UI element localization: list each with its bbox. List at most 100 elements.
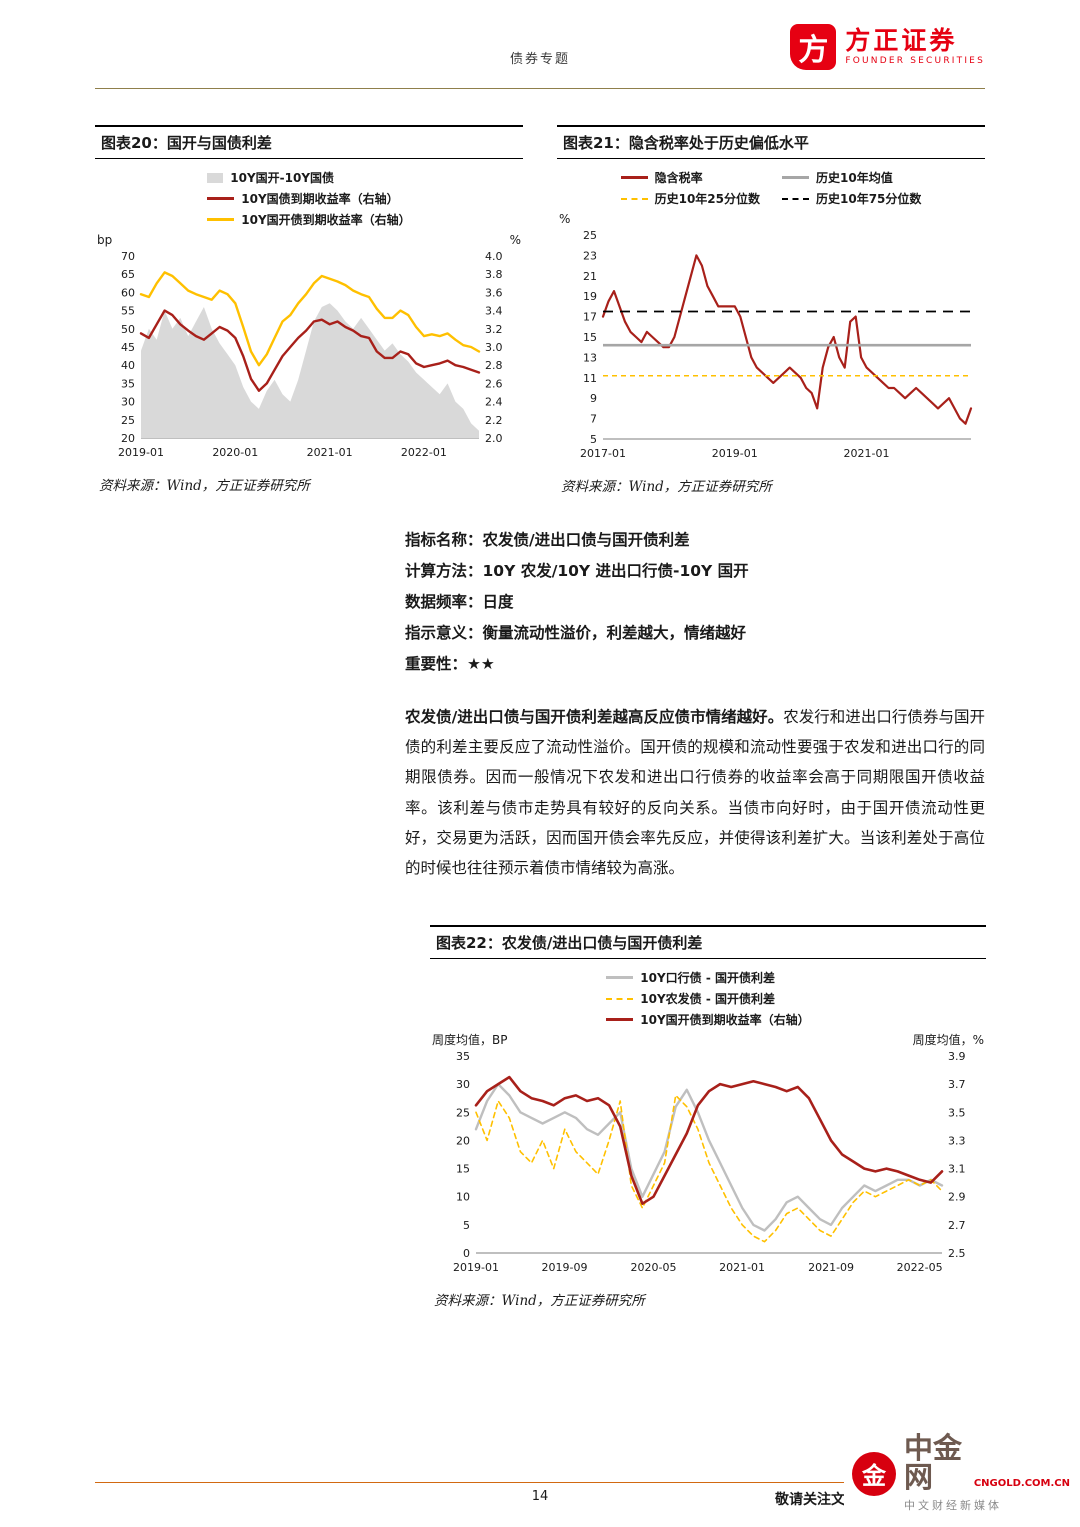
figure20-legend: 10Y国开-10Y国债 10Y国债到期收益率（右轴） 10Y国开债到期收益率（右轴） [95,169,523,228]
right-axis-label: 周度均值，% [913,1032,984,1047]
series-line [474,1082,944,1232]
y-axis-tick: 70 [121,250,135,263]
y-axis-tick: 3.9 [948,1050,966,1063]
report-section-title: 债券专题 [509,52,570,67]
y-axis-tick: 25 [456,1106,470,1119]
y-axis-tick: 11 [583,372,597,385]
x-axis-tick: 2021-01 [307,446,353,459]
y-axis-tick: 5 [463,1219,470,1232]
figure22-title: 图表22：农发债/进出口债与国开债利差 [430,925,986,959]
x-axis-tick: 2019-01 [118,446,164,459]
y-axis-tick: 15 [583,331,597,344]
y-axis-tick: 30 [456,1078,470,1091]
y-axis-tick: 19 [583,290,597,303]
indicator-label: 重要性： [405,655,468,673]
cngold-logo-icon: 金 [852,1451,896,1496]
cngold-tagline: 中文财经新媒体 [904,1499,1002,1512]
figure-20: 图表20：国开与国债利差 10Y国开-10Y国债 10Y国债到期收益率（右轴） 10… [95,125,523,494]
y-axis-tick: 2.7 [948,1219,966,1232]
y-axis-tick: 3.0 [485,341,503,354]
figure21-chart: 25 23 21 19 17 15 13 11 9 7 5% 2017-01 2019-01 2021-0… [557,211,985,463]
series-line [475,1094,943,1243]
figure21-source: 资料来源：Wind，方正证券研究所 [561,479,772,495]
y-axis-tick: 13 [583,351,597,364]
x-axis-tick: 2020-01 [212,446,258,459]
legend-swatch-icon [782,176,809,179]
indicator-block: 指标名称：农发债/进出口债与国开债利差 计算方法：10Y 农发/10Y 进出口行… [405,525,985,680]
legend-item: 10Y农发债 - 国开债利差 [606,990,809,1007]
y-axis-tick: 35 [456,1050,470,1063]
legend-label: 10Y国债到期收益率（右轴） [241,192,399,206]
y-axis-tick: 20 [456,1134,470,1147]
figure22-source: 资料来源：Wind，方正证券研究所 [434,1293,645,1309]
y-axis-tick: 0 [463,1247,470,1260]
y-axis-tick: 7 [590,413,597,426]
y-axis-tick: 10 [456,1191,470,1204]
y-axis-tick: 3.4 [485,305,503,318]
x-axis-tick: 2022-01 [401,446,447,459]
legend-label: 历史10年25分位数 [654,192,760,206]
legend: 10Y口行债 - 国开债利差 10Y农发债 - 国开债利差 10Y国开债到期收益率（… [606,969,810,1028]
series-line [474,1075,944,1205]
y-axis-tick: 15 [456,1163,470,1176]
figure-22: 图表22：农发债/进出口债与国开债利差 10Y口行债 - 国开债利差 10Y农发债… [430,925,986,1309]
legend-label: 10Y农发债 - 国开债利差 [640,992,776,1006]
indicator-row: 计算方法：10Y 农发/10Y 进出口行债-10Y 国开 [405,556,985,587]
indicator-value: 衡量流动性溢价，利差越大，情绪越好 [482,624,747,642]
legend: 10Y国开-10Y国债 10Y国债到期收益率（右轴） 10Y国开债到期收益率（右轴） [207,169,411,228]
figure20-chart: 70 65 60 55 50 45 40 35 30 25 20 4.0 3.8 3.6 3.4 3.2 3.0… [95,232,523,462]
indicator-label: 计算方法： [405,562,483,580]
y-axis-tick: 3.6 [485,286,503,299]
y-axis-tick: 35 [121,377,135,390]
paragraph-lead: 农发债/进出口债与国开债利差越高反应债市情绪越好。 [405,708,784,726]
legend-swatch-icon [207,172,224,183]
indicator-row: 重要性：★★ [405,649,985,680]
y-axis-tick: 40 [121,359,135,372]
legend-item: 历史10年75分位数 [782,190,921,207]
legend-item: 历史10年均值 [782,169,921,186]
y-axis-tick: 55 [121,305,135,318]
footer-divider [95,1482,985,1483]
legend-swatch-icon [620,176,648,179]
y-axis-tick: 2.8 [485,359,503,372]
series-line [139,309,481,392]
legend-swatch-icon [606,1018,634,1021]
body-paragraph: 农发债/进出口债与国开债利差越高反应债市情绪越好。农发行和进出口行债券与国开债的… [405,702,985,883]
figure20-source: 资料来源：Wind，方正证券研究所 [99,478,310,494]
y-axis-tick: 25 [121,414,135,427]
header-divider [95,88,985,89]
y-axis-tick: 2.4 [485,396,503,409]
series-line [139,271,481,367]
legend-label: 10Y国开债到期收益率（右轴） [640,1013,810,1027]
founder-logo-icon: 方 [790,24,837,70]
legend-item: 10Y国开债到期收益率（右轴） [207,211,411,228]
y-axis-tick: 23 [583,249,597,262]
figure22-chart: 35 30 25 20 15 10 5 0 3.9 3.7 3.5 3.3 3.1 2.9 2.7 2.5 周度… [430,1032,986,1277]
figure21-title: 图表21：隐含税率处于历史偏低水平 [557,125,985,159]
x-axis-tick: 2019-01 [712,447,758,460]
legend-label: 隐含税率 [654,171,703,185]
legend-swatch-icon [606,976,634,979]
y-axis-tick: 2.9 [948,1191,966,1204]
legend-swatch-icon [207,218,235,221]
indicator-row: 数据频率：日度 [405,587,985,618]
y-axis-tick: 4.0 [485,250,503,263]
brand-name: 方正证券 [845,25,958,55]
y-axis-tick: 2.5 [948,1247,966,1260]
legend-swatch-icon [207,197,235,200]
cngold-domain: CNGOLD.COM.CN [973,1478,1070,1489]
legend: 隐含税率 历史10年均值历史10年25分位数 历史10年75分位数 [620,169,921,207]
legend-swatch-icon [620,197,648,200]
legend-swatch-icon [606,997,634,1000]
x-axis-tick: 2019-09 [542,1261,588,1274]
fig20-plot: 70 65 60 55 50 45 40 35 30 25 20 4.0 3.8 3.6 3.4 3.2 3.0… [97,233,521,459]
y-axis-tick: 2.2 [485,414,503,427]
legend-item: 隐含税率 [620,169,760,186]
brand-subtitle: FOUNDER SECURITIES [845,56,985,67]
series-line [601,254,973,425]
indicator-row: 指标名称：农发债/进出口债与国开债利差 [405,525,985,556]
x-axis-tick: 2021-01 [719,1261,765,1274]
left-axis-label: bp [97,233,112,247]
left-axis-label: % [559,212,570,226]
